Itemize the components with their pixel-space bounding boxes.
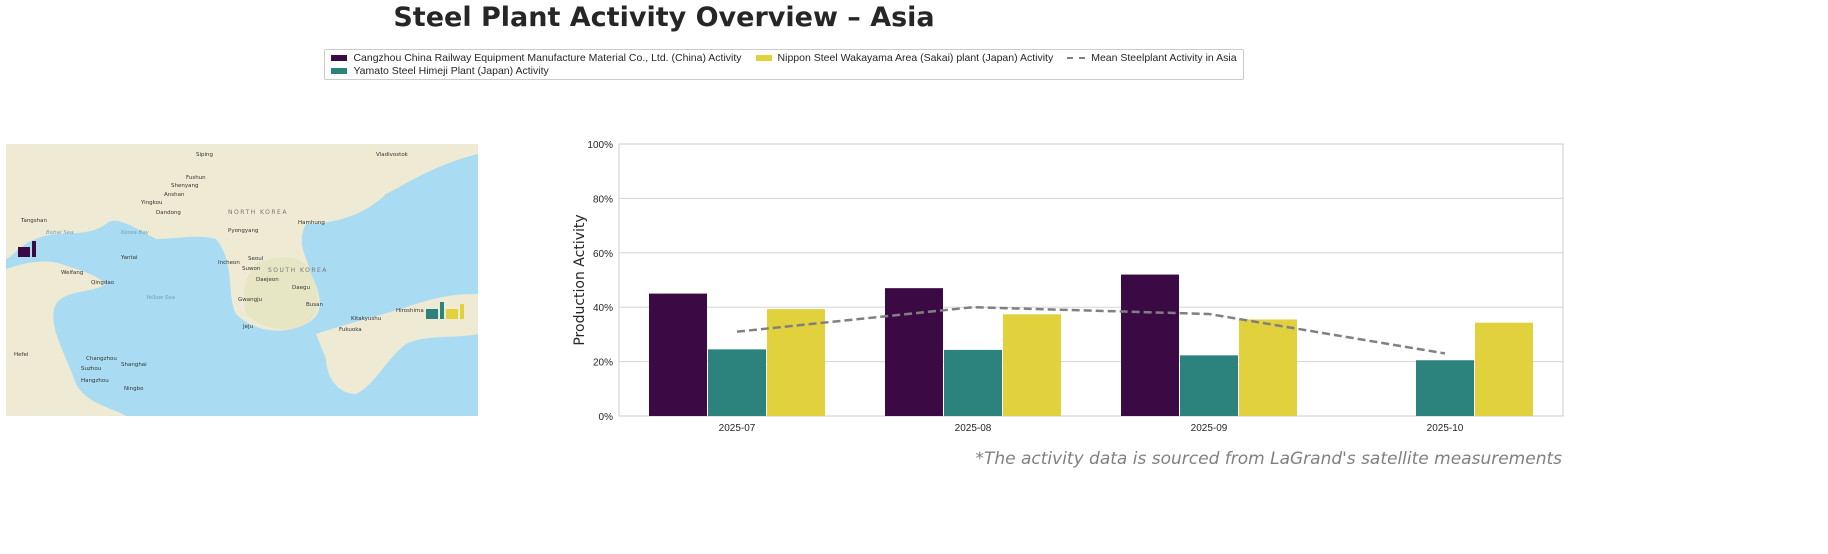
- map-label: Seoul: [248, 256, 264, 262]
- y-tick-label: 80%: [593, 194, 613, 205]
- map-label: Shanghai: [121, 362, 147, 368]
- land-north: [6, 144, 478, 331]
- map-label: Anshan: [164, 192, 185, 198]
- legend-item-nippon: Nippon Steel Wakayama Area (Sakai) plant…: [755, 52, 1054, 64]
- map-label: Dandong: [156, 210, 181, 216]
- x-tick-label: 2025-09: [1191, 423, 1228, 434]
- legend-label: Mean Steelplant Activity in Asia: [1091, 52, 1237, 64]
- y-tick-label: 40%: [593, 303, 613, 314]
- map-label: Ningbo: [124, 386, 144, 392]
- y-axis-label: Production Activity: [572, 214, 588, 345]
- legend-dash: [1067, 57, 1086, 59]
- legend-label: Yamato Steel Himeji Plant (Japan) Activi…: [353, 65, 549, 77]
- y-tick-label: 60%: [593, 249, 613, 260]
- map-label: Kitakyushu: [351, 316, 381, 322]
- map-label: Shenyang: [171, 183, 198, 189]
- y-tick-label: 100%: [587, 140, 613, 151]
- bar-2025-08-series-0: [885, 288, 943, 416]
- marker-yamato[interactable]: [426, 302, 444, 319]
- legend-swatch: [331, 68, 348, 74]
- mean-line: [736, 305, 1446, 355]
- bar-2025-09-series-1: [1180, 355, 1238, 416]
- map-label: Fukuoka: [339, 327, 362, 333]
- map-label: Vladivostok: [376, 152, 409, 158]
- map-label: Korea Bay: [121, 230, 150, 236]
- map-label: Hiroshima: [396, 308, 424, 314]
- x-tick-label: 2025-07: [719, 423, 756, 434]
- chart-title: Steel Plant Activity Overview – Asia: [393, 2, 935, 33]
- y-tick-label: 0%: [599, 412, 614, 423]
- land-korea: [244, 257, 318, 330]
- map-label: Siping: [196, 152, 213, 158]
- map-label: Incheon: [218, 260, 240, 266]
- legend-item-yamato: Yamato Steel Himeji Plant (Japan) Activi…: [331, 65, 741, 77]
- map-label: Busan: [306, 302, 323, 308]
- y-tick-label: 20%: [593, 358, 613, 369]
- legend-wrapper: Cangzhou China Railway Equipment Manufac…: [0, 49, 1568, 80]
- marker-nippon[interactable]: [446, 304, 464, 319]
- legend: Cangzhou China Railway Equipment Manufac…: [324, 49, 1244, 80]
- bar-2025-07-series-2: [767, 309, 825, 416]
- marker-cangzhou[interactable]: [18, 241, 36, 257]
- legend-item-mean: Mean Steelplant Activity in Asia: [1067, 52, 1237, 64]
- factory-chimney: [460, 304, 464, 319]
- x-tick-label: 2025-10: [1427, 423, 1464, 434]
- map-label: Qingdao: [91, 280, 115, 286]
- map-label: Suzhou: [81, 366, 101, 372]
- factory-icon: [18, 247, 30, 257]
- map-label: Hangzhou: [81, 378, 109, 384]
- footer-note: *The activity data is sourced from LaGra…: [975, 449, 1562, 469]
- bar-2025-08-series-2: [1003, 314, 1061, 416]
- map-label: Fushun: [186, 175, 206, 181]
- legend-swatch: [755, 55, 772, 61]
- map-label: Yantai: [120, 255, 138, 261]
- map-label: Changzhou: [86, 356, 117, 362]
- factory-chimney: [32, 241, 36, 257]
- map-label: Daegu: [292, 285, 310, 291]
- legend-swatch: [331, 55, 348, 61]
- map-label: Suwon: [242, 266, 261, 272]
- map-label: NORTH KOREA: [228, 209, 288, 216]
- legend-label: Nippon Steel Wakayama Area (Sakai) plant…: [777, 52, 1054, 64]
- factory-chimney: [440, 302, 444, 319]
- map-label: Yellow Sea: [146, 295, 176, 301]
- map-label: Hamhung: [298, 220, 325, 226]
- bar-2025-10-series-1: [1416, 360, 1474, 416]
- map-label: Daejeon: [256, 277, 279, 283]
- map-label: Gwangju: [238, 297, 262, 303]
- factory-icon: [446, 309, 458, 319]
- map-label: Pyongyang: [228, 228, 259, 234]
- legend-label: Cangzhou China Railway Equipment Manufac…: [353, 52, 742, 64]
- bar-2025-09-series-0: [1121, 274, 1179, 416]
- land-china: [6, 261, 126, 416]
- bar-2025-08-series-1: [944, 349, 1002, 416]
- x-tick-label: 2025-08: [955, 423, 992, 434]
- map-label: Hefei: [14, 352, 29, 358]
- bar-2025-07-series-0: [649, 293, 707, 416]
- plot-frame: [618, 143, 1564, 417]
- map-label: Jeju: [242, 324, 253, 330]
- map-label: Yingkou: [140, 200, 163, 206]
- map-label: Bohai Sea: [46, 230, 74, 236]
- factory-icon: [426, 309, 438, 319]
- map-label: Weifang: [61, 270, 83, 276]
- bar-2025-09-series-2: [1239, 319, 1297, 416]
- bar-2025-07-series-1: [708, 349, 766, 416]
- map[interactable]: Siping Vladivostok Fushun Shenyang Anshan Yin…: [6, 144, 478, 416]
- map-label: Tangshan: [20, 218, 48, 224]
- map-label: SOUTH KOREA: [268, 267, 328, 274]
- bar-chart: 0% 20% 40% 60% 80% 100% 2025-07 2025-08 2025-09 2…: [572, 140, 1564, 434]
- bar-2025-10-series-2: [1475, 322, 1533, 416]
- legend-item-cangzhou: Cangzhou China Railway Equipment Manufac…: [331, 52, 742, 64]
- map-svg: Siping Vladivostok Fushun Shenyang AnshanYin…: [6, 144, 478, 416]
